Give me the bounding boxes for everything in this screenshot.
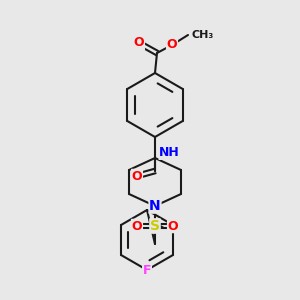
Text: O: O [132,169,142,182]
Text: NH: NH [159,146,180,160]
Text: S: S [150,219,160,233]
Text: O: O [132,220,142,232]
Text: F: F [143,263,151,277]
Text: O: O [134,37,144,50]
Text: O: O [167,38,177,52]
Text: N: N [149,199,161,213]
Text: CH₃: CH₃ [191,30,213,40]
Text: O: O [168,220,178,232]
